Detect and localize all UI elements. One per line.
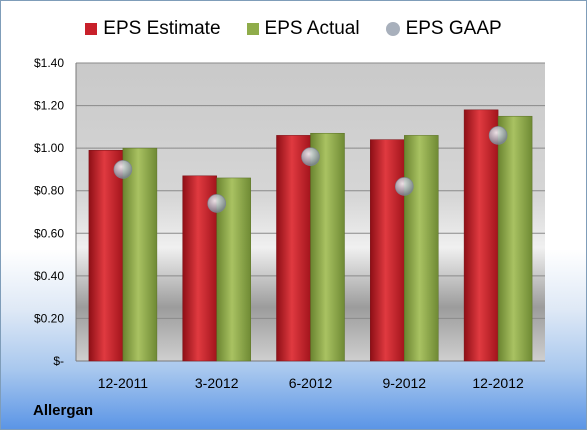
bar-eps-estimate bbox=[276, 135, 311, 362]
legend-swatch-estimate bbox=[85, 23, 98, 35]
bar-eps-actual bbox=[497, 115, 533, 362]
legend-item-estimate: EPS Estimate bbox=[85, 18, 221, 40]
y-axis-tick-labels: $- $0.20 $0.40 $0.60 $0.80 $1.00 $1.20 $1.40 bbox=[34, 56, 64, 368]
y-tick-label: $- bbox=[53, 354, 64, 368]
y-tick-label: $1.20 bbox=[34, 99, 64, 113]
x-axis-tick-labels: 12-2011 3-2012 6-2012 9-2012 12-2012 bbox=[98, 375, 524, 391]
legend-label-gaap: EPS GAAP bbox=[405, 18, 502, 39]
legend-swatch-actual bbox=[246, 23, 259, 35]
marker-eps-gaap bbox=[207, 194, 226, 213]
legend-label-actual: EPS Actual bbox=[264, 18, 360, 39]
bar-eps-actual bbox=[310, 132, 345, 362]
legend-label-estimate: EPS Estimate bbox=[103, 18, 221, 39]
x-tick-label: 12-2011 bbox=[98, 375, 149, 391]
legend-item-gaap: EPS GAAP bbox=[385, 18, 502, 40]
bars bbox=[88, 109, 533, 362]
x-tick-label: 9-2012 bbox=[383, 375, 427, 391]
marker-eps-gaap bbox=[301, 147, 320, 166]
bar-eps-actual bbox=[404, 135, 439, 362]
legend-item-actual: EPS Actual bbox=[246, 18, 360, 40]
marker-eps-gaap bbox=[488, 126, 508, 145]
x-tick-label: 6-2012 bbox=[289, 375, 333, 391]
y-tick-label: $0.80 bbox=[34, 184, 64, 198]
marker-eps-gaap bbox=[394, 177, 414, 196]
legend: EPS Estimate EPS Actual EPS GAAP bbox=[1, 17, 586, 41]
x-tick-label: 12-2012 bbox=[472, 375, 524, 391]
bar-eps-estimate bbox=[88, 150, 124, 362]
company-label: Allergan bbox=[33, 402, 94, 419]
y-tick-label: $1.40 bbox=[34, 56, 64, 70]
gaap-markers bbox=[113, 126, 508, 213]
y-tick-label: $0.60 bbox=[34, 226, 64, 240]
x-tick-label: 3-2012 bbox=[195, 375, 239, 391]
legend-swatch-gaap bbox=[385, 22, 400, 36]
y-tick-label: $0.40 bbox=[34, 269, 64, 283]
y-tick-label: $0.20 bbox=[34, 311, 64, 325]
bar-eps-actual bbox=[216, 177, 251, 362]
bar-eps-actual bbox=[122, 147, 158, 362]
marker-eps-gaap bbox=[113, 160, 133, 179]
y-tick-label: $1.00 bbox=[34, 141, 64, 155]
bar-eps-estimate bbox=[370, 139, 405, 362]
bar-eps-estimate bbox=[463, 109, 499, 362]
